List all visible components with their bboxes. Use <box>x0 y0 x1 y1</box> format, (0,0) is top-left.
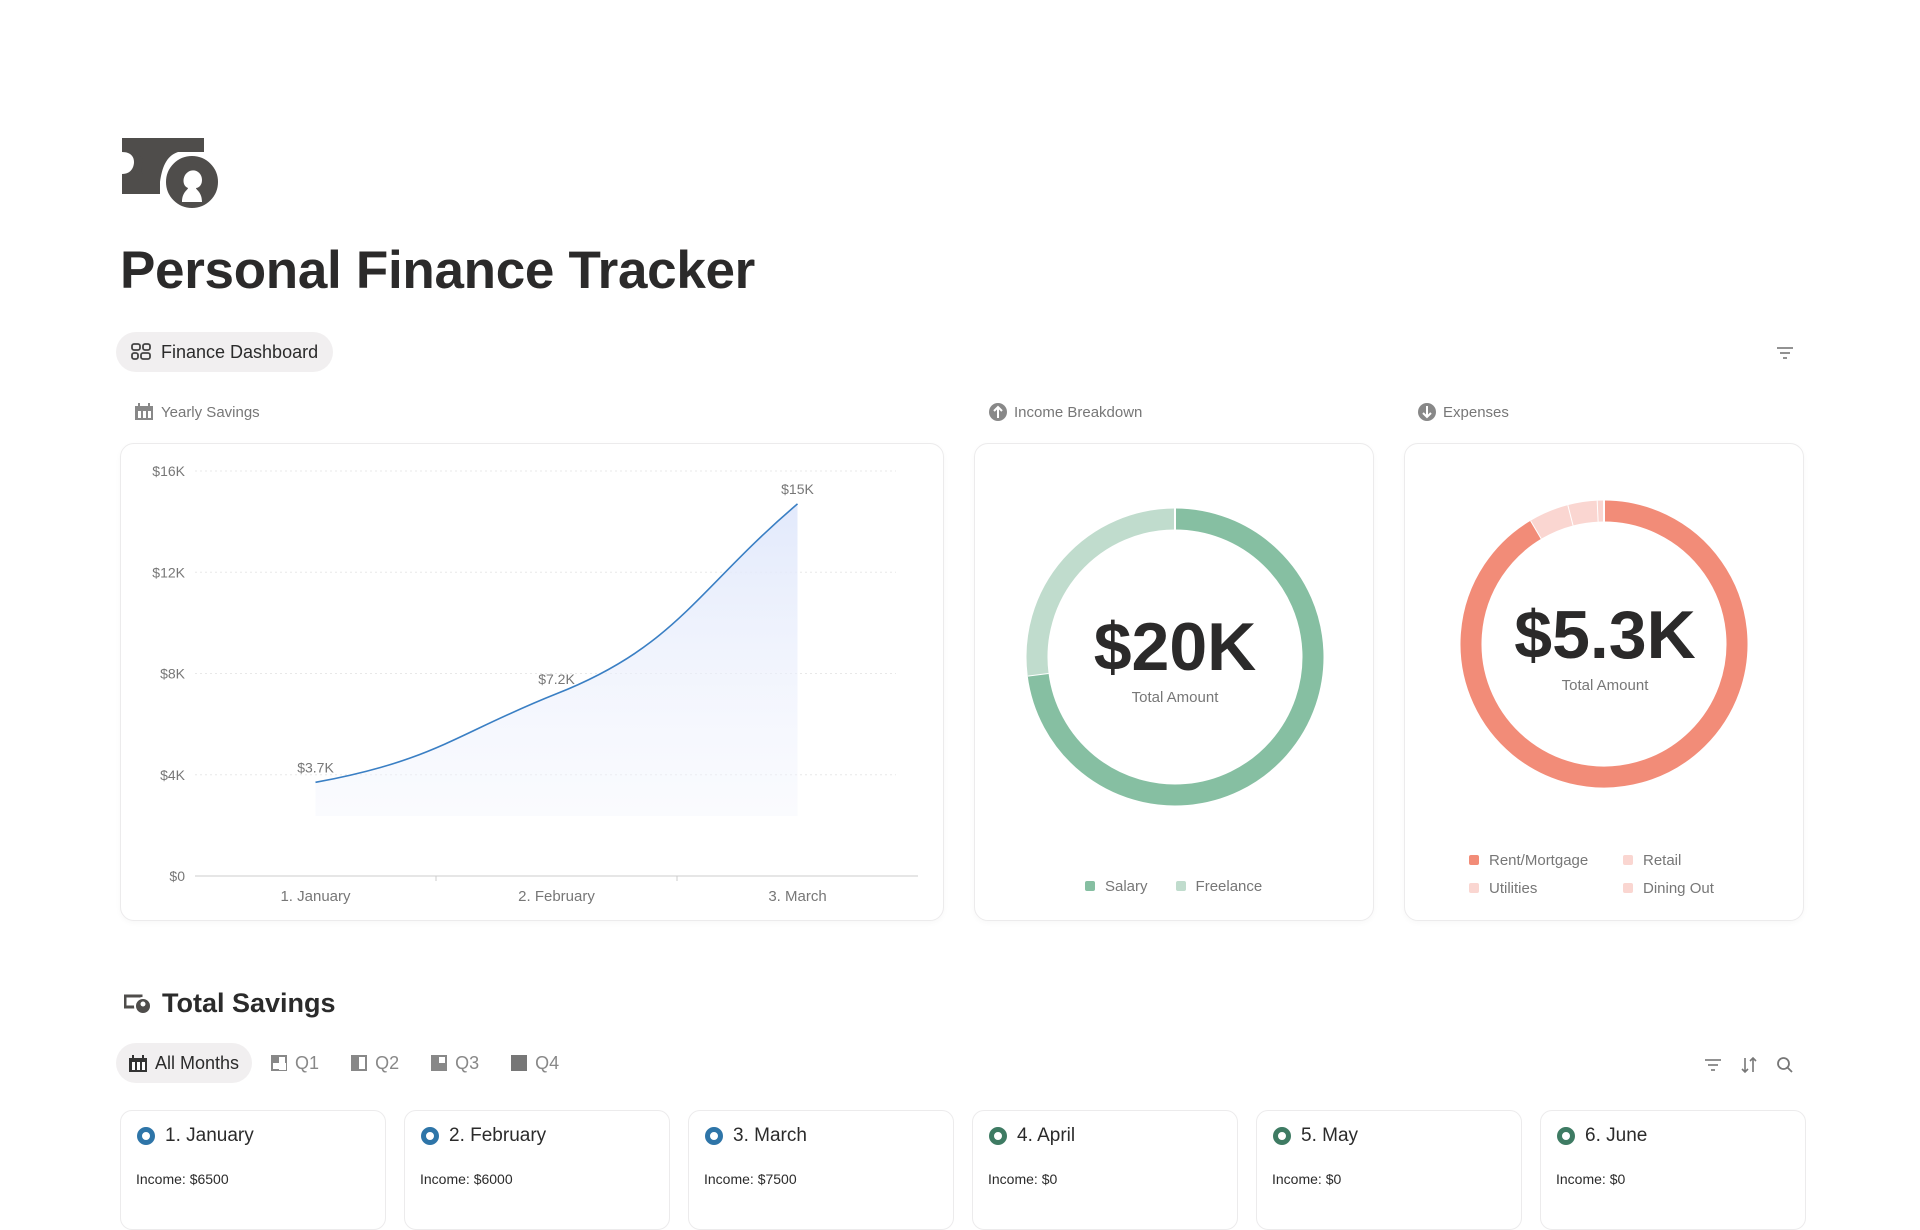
y-tick-label: $0 <box>169 868 185 884</box>
month-title: 6. June <box>1557 1125 1647 1147</box>
circle-status-icon <box>421 1127 439 1145</box>
filter-icon[interactable] <box>1702 1054 1724 1076</box>
month-title: 5. May <box>1273 1125 1358 1147</box>
view-toolbar <box>1702 1054 1796 1076</box>
income-legend: Salary Freelance <box>1085 878 1262 895</box>
y-tick-label: $16K <box>152 463 185 479</box>
y-tick-label: $4K <box>160 767 186 783</box>
income-breakdown-label: Income Breakdown <box>989 403 1142 421</box>
circle-status-icon <box>137 1127 155 1145</box>
sort-icon[interactable] <box>1738 1054 1760 1076</box>
expenses-legend: Rent/Mortgage Retail Utilities Dining Ou… <box>1469 852 1743 897</box>
month-card[interactable]: 3. March Income: $7500 <box>688 1110 954 1230</box>
circle-status-icon <box>705 1127 723 1145</box>
tab-q2[interactable]: Q2 <box>338 1043 412 1083</box>
q3-icon <box>431 1055 447 1071</box>
dashboard-grid-icon <box>131 343 151 361</box>
month-card[interactable]: 2. February Income: $6000 <box>404 1110 670 1230</box>
q2-icon <box>351 1055 367 1071</box>
tab-finance-dashboard[interactable]: Finance Dashboard <box>116 332 333 372</box>
legend-utilities[interactable]: Utilities <box>1469 880 1623 897</box>
month-title: 3. March <box>705 1125 807 1147</box>
month-income: Income: $6500 <box>136 1171 229 1187</box>
yearly-savings-chart: $0 $4K $8K $12K $16K 1. January 2. February 3. … <box>121 444 945 922</box>
donut-slice-utilities[interactable] <box>1571 511 1598 515</box>
page-title: Personal Finance Tracker <box>120 240 755 301</box>
expenses-total-value: $5.3K <box>1405 596 1805 674</box>
data-label: $15K <box>781 481 814 497</box>
money-bill-icon <box>122 138 226 214</box>
income-total-value: $20K <box>975 608 1375 686</box>
yearly-savings-chart-card: $0 $4K $8K $12K $16K 1. January 2. February 3. … <box>120 443 944 921</box>
area-fill <box>316 504 798 816</box>
tab-q3[interactable]: Q3 <box>418 1043 492 1083</box>
tab-label: Finance Dashboard <box>161 342 318 363</box>
month-card[interactable]: 1. January Income: $6500 <box>120 1110 386 1230</box>
month-income: Income: $6000 <box>420 1171 513 1187</box>
q4-icon <box>511 1055 527 1071</box>
x-tick-label: 3. March <box>768 888 826 905</box>
legend-freelance[interactable]: Freelance <box>1176 878 1263 895</box>
month-card[interactable]: 6. June Income: $0 <box>1540 1110 1806 1230</box>
month-income: Income: $0 <box>1272 1171 1341 1187</box>
month-title: 2. February <box>421 1125 546 1147</box>
arrow-up-circle-icon <box>989 403 1007 421</box>
month-income: Income: $0 <box>1556 1171 1625 1187</box>
x-tick-label: 1. January <box>280 888 351 905</box>
expenses-label: Expenses <box>1418 403 1509 421</box>
month-income: Income: $0 <box>988 1171 1057 1187</box>
legend-dining-out[interactable]: Dining Out <box>1623 880 1743 897</box>
tab-q1[interactable]: Q1 <box>258 1043 332 1083</box>
expenses-card: $5.3K Total Amount Rent/Mortgage Retail … <box>1404 443 1804 921</box>
calendar-icon <box>134 403 154 421</box>
yearly-savings-label: Yearly Savings <box>134 403 260 421</box>
arrow-down-circle-icon <box>1418 403 1436 421</box>
calendar-icon <box>129 1055 147 1072</box>
search-icon[interactable] <box>1774 1054 1796 1076</box>
filter-icon[interactable] <box>1774 342 1796 364</box>
y-tick-label: $12K <box>152 564 185 580</box>
legend-retail[interactable]: Retail <box>1623 852 1743 869</box>
tab-all-months[interactable]: All Months <box>116 1043 252 1083</box>
circle-status-icon <box>1557 1127 1575 1145</box>
month-card[interactable]: 5. May Income: $0 <box>1256 1110 1522 1230</box>
donut-slice-retail[interactable] <box>1536 515 1571 529</box>
month-card[interactable]: 4. April Income: $0 <box>972 1110 1238 1230</box>
data-label: $3.7K <box>297 759 334 775</box>
month-title: 1. January <box>137 1125 254 1147</box>
month-title: 4. April <box>989 1125 1075 1147</box>
quarter-tabs: All Months Q1 Q2 Q3 Q4 <box>116 1043 572 1083</box>
y-tick-label: $8K <box>160 666 186 682</box>
tab-q4[interactable]: Q4 <box>498 1043 572 1083</box>
circle-status-icon <box>989 1127 1007 1145</box>
legend-salary[interactable]: Salary <box>1085 878 1148 895</box>
legend-rent[interactable]: Rent/Mortgage <box>1469 852 1623 869</box>
total-savings-heading: Total Savings <box>124 988 336 1019</box>
income-total-label: Total Amount <box>975 689 1375 706</box>
x-tick-label: 2. February <box>518 888 595 905</box>
income-breakdown-card: $20K Total Amount Salary Freelance <box>974 443 1374 921</box>
month-income: Income: $7500 <box>704 1171 797 1187</box>
q1-icon <box>271 1055 287 1071</box>
expenses-total-label: Total Amount <box>1405 677 1805 694</box>
money-bill-icon <box>124 992 152 1016</box>
data-label: $7.2K <box>538 671 575 687</box>
circle-status-icon <box>1273 1127 1291 1145</box>
